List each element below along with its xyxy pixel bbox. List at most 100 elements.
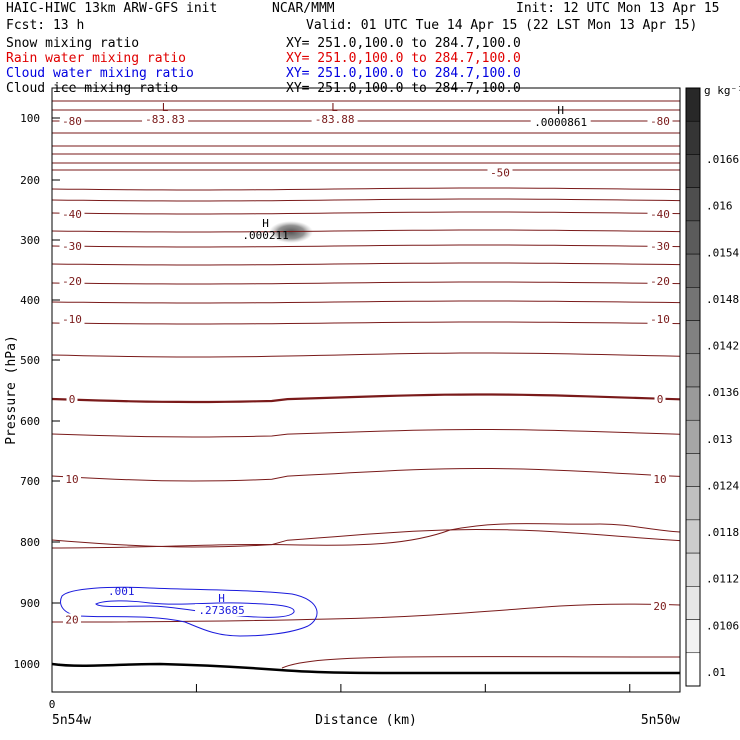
- temperature-label: -80: [650, 115, 670, 128]
- y-tick-label: 700: [20, 475, 40, 488]
- colorbar-tick-label: .01: [706, 666, 726, 679]
- plot-area: .001 -80 -80 -50 -40 -40 -30 -30 -20 -20 -10 -10 0 0 1…: [51, 100, 681, 675]
- temperature-contour: [51, 393, 681, 404]
- model-title: HAIC-HIWC 13km ARW-GFS init: [6, 1, 217, 16]
- cloud-ice-blob: [269, 221, 313, 243]
- colorbar-cell: [685, 419, 701, 454]
- colorbar-cell: [685, 220, 701, 255]
- temperature-label-bg: [487, 166, 513, 179]
- temperature-contour: [51, 229, 681, 233]
- temperature-label: -20: [62, 275, 82, 288]
- temperature-label: 20: [65, 613, 78, 626]
- org-label: NCAR/MMM: [272, 1, 335, 16]
- extremum-type: H: [557, 104, 564, 117]
- extremum-type: L: [331, 101, 338, 114]
- y-tick-label: 200: [20, 174, 40, 187]
- extremum-bg: [195, 604, 249, 617]
- colorbar-cell: [685, 652, 701, 687]
- temperature-contour: [51, 198, 681, 202]
- init-time: Init: 12 UTC Mon 13 Apr 15: [516, 1, 720, 16]
- colorbar-tick-label: .0166: [706, 153, 739, 166]
- colorbar-cell: [685, 187, 701, 222]
- colorbar-cell: [685, 519, 701, 554]
- cloud-water-contour-outer: [60, 586, 318, 637]
- temperature-contour-20: [51, 603, 681, 623]
- extremum-value: .0000861: [534, 116, 587, 129]
- extremum-bg: [142, 112, 189, 125]
- temperature-label-bg: [59, 240, 85, 252]
- colorbar-cell: [685, 453, 701, 487]
- colorbar-tick-label: .0118: [706, 526, 739, 539]
- temperature-label-bg: [59, 208, 85, 221]
- y-tick-label: 100: [20, 112, 40, 125]
- colorbar-tick-label: .0124: [706, 479, 739, 492]
- y-tick-label: 600: [20, 415, 40, 428]
- temperature-label-bg: [59, 313, 85, 326]
- temperature-label: -80: [62, 115, 82, 128]
- temperature-label-bg: [647, 313, 673, 326]
- colorbar-cell: [685, 619, 701, 654]
- temperature-label: -10: [62, 313, 82, 326]
- x-right-label: 5n50w: [641, 713, 680, 728]
- field-name: Snow mixing ratio: [6, 36, 139, 51]
- colorbar: g kg⁻¹ .0166 .016 .0154 .0148 .0142 .0136 .013.…: [685, 84, 740, 687]
- y-tick-label: 500: [20, 354, 40, 367]
- terrain-line: [51, 662, 680, 675]
- field-xy: XY= 251.0,100.0 to 284.7,100.0: [286, 36, 521, 51]
- temperature-label-bg: [647, 274, 673, 287]
- extremum-value: .273685: [198, 604, 244, 617]
- temperature-label: 0: [657, 393, 664, 406]
- temperature-label: -30: [62, 240, 82, 253]
- temperature-label: 20: [653, 600, 666, 613]
- temperature-contour: [51, 300, 681, 304]
- temperature-label: 0: [69, 393, 76, 406]
- y-tick-label: 1000: [14, 658, 41, 671]
- temperature-contour: [51, 429, 681, 438]
- extremum-value: -83.83: [145, 113, 185, 126]
- temperature-label: -50: [490, 167, 510, 180]
- extremum-bg: [311, 112, 358, 125]
- temperature-contour: [51, 352, 681, 358]
- temperature-contour: [51, 468, 681, 482]
- y-tick-label: 800: [20, 536, 40, 549]
- extremum-type: H: [262, 217, 269, 230]
- colorbar-tick-label: .0106: [706, 619, 739, 632]
- temperature-label-bg: [647, 208, 673, 221]
- colorbar-cell: [685, 486, 701, 521]
- x-axis-label: Distance (km): [315, 713, 417, 728]
- temperature-label: 10: [65, 473, 78, 486]
- field-xy: XY= 251.0,100.0 to 284.7,100.0: [286, 51, 521, 66]
- y-axis-label: Pressure (hPa): [4, 335, 19, 445]
- field-name: Rain water mixing ratio: [6, 51, 186, 66]
- colorbar-tick-label: .0136: [706, 386, 739, 399]
- plot-frame: [51, 87, 681, 693]
- colorbar-cell: [685, 320, 701, 355]
- temperature-label-bg: [647, 240, 673, 252]
- extremum-type: L: [162, 101, 169, 114]
- colorbar-tick-label: .013: [706, 433, 733, 446]
- colorbar-frame: [685, 87, 701, 687]
- field-xy: XY= 251.0,100.0 to 284.7,100.0: [286, 66, 521, 81]
- colorbar-unit: g kg⁻¹: [704, 84, 740, 97]
- y-tick-label: 400: [20, 294, 40, 307]
- cloud-water-contour-inner: [95, 600, 295, 618]
- extremum-value: -83.88: [315, 113, 355, 126]
- extremum-value: .000211: [242, 229, 288, 242]
- colorbar-cell: [685, 552, 701, 587]
- colorbar-cell: [685, 120, 701, 155]
- temperature-label-bg: [63, 473, 81, 486]
- temperature-label-bg: [59, 115, 85, 128]
- temperature-label: -40: [62, 208, 82, 221]
- temperature-label-bg: [66, 393, 78, 406]
- colorbar-tick-label: .0148: [706, 293, 739, 306]
- colorbar-cell: [685, 386, 701, 421]
- colorbar-cell: [685, 87, 701, 122]
- y-tick-label: 300: [20, 234, 40, 247]
- temperature-label-bg: [651, 473, 669, 486]
- field-list: Snow mixing ratio XY= 251.0,100.0 to 284.…: [6, 36, 521, 96]
- colorbar-tick-label: .0154: [706, 246, 739, 259]
- temperature-label: 10: [653, 473, 666, 486]
- temperature-contour: [51, 211, 681, 215]
- forecast-hour: Fcst: 13 h: [6, 18, 84, 33]
